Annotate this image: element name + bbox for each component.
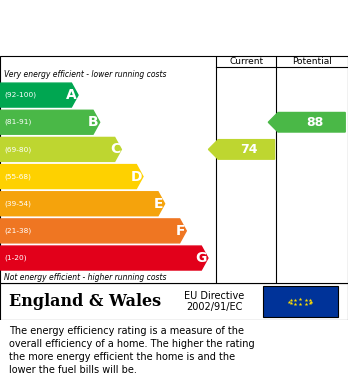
- Text: (55-68): (55-68): [5, 173, 32, 180]
- Polygon shape: [0, 165, 143, 188]
- Text: Potential: Potential: [292, 57, 332, 66]
- Text: (21-38): (21-38): [5, 228, 32, 234]
- Text: (69-80): (69-80): [5, 146, 32, 152]
- Polygon shape: [268, 113, 345, 132]
- Polygon shape: [0, 110, 100, 134]
- Text: G: G: [196, 251, 207, 265]
- Bar: [263, 286, 338, 317]
- Text: C: C: [110, 142, 120, 156]
- Text: F: F: [176, 224, 185, 238]
- Text: E: E: [154, 197, 164, 211]
- Text: EU Directive
2002/91/EC: EU Directive 2002/91/EC: [184, 291, 244, 312]
- Text: (1-20): (1-20): [5, 255, 27, 261]
- Text: Energy Efficiency Rating: Energy Efficiency Rating: [9, 30, 211, 45]
- Polygon shape: [0, 246, 208, 270]
- Text: 74: 74: [240, 143, 258, 156]
- Text: (39-54): (39-54): [5, 201, 32, 207]
- Text: D: D: [130, 170, 142, 183]
- Polygon shape: [0, 137, 121, 161]
- Text: Current: Current: [229, 57, 263, 66]
- Polygon shape: [0, 83, 78, 107]
- Text: Not energy efficient - higher running costs: Not energy efficient - higher running co…: [4, 273, 167, 282]
- Text: (92-100): (92-100): [5, 92, 37, 99]
- Text: England & Wales: England & Wales: [9, 293, 161, 310]
- Text: B: B: [88, 115, 98, 129]
- Text: Very energy efficient - lower running costs: Very energy efficient - lower running co…: [4, 70, 167, 79]
- Polygon shape: [0, 192, 165, 216]
- Text: The energy efficiency rating is a measure of the
overall efficiency of a home. T: The energy efficiency rating is a measur…: [9, 326, 254, 375]
- Text: (81-91): (81-91): [5, 119, 32, 126]
- Polygon shape: [0, 219, 186, 243]
- Polygon shape: [208, 140, 275, 159]
- Text: 88: 88: [306, 116, 323, 129]
- Text: A: A: [66, 88, 77, 102]
